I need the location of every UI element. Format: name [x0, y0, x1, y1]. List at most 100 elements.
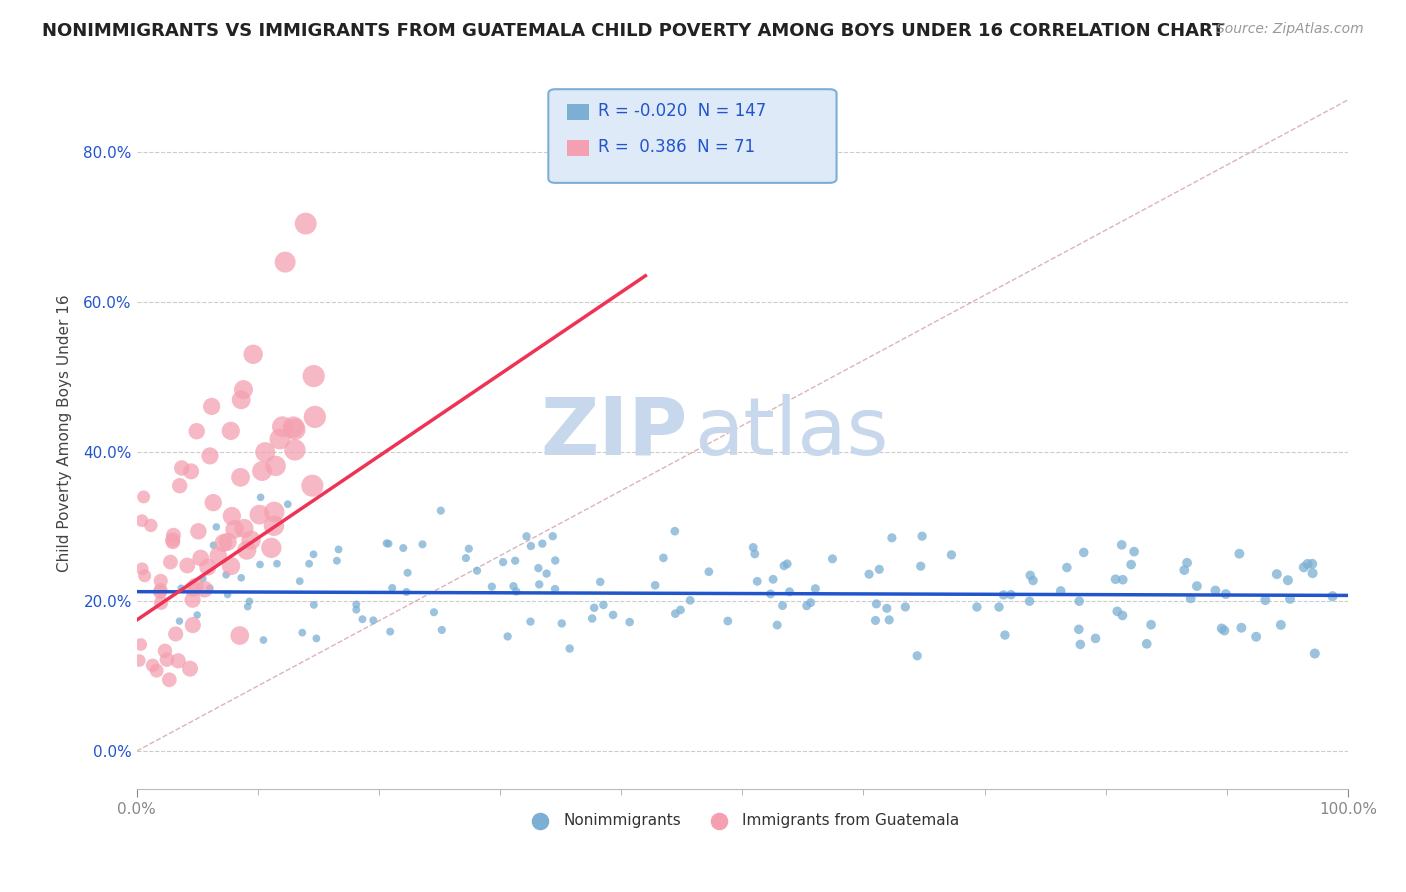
- Point: [804, 582, 827, 596]
- Point: [249, 491, 271, 505]
- Point: [231, 392, 253, 407]
- Point: [602, 607, 624, 622]
- Point: [583, 600, 606, 615]
- Point: [264, 458, 287, 473]
- Point: [252, 633, 274, 648]
- Text: R =  0.386  N = 71: R = 0.386 N = 71: [598, 138, 755, 156]
- Point: [202, 495, 225, 509]
- Point: [910, 559, 932, 574]
- Point: [184, 579, 207, 593]
- Point: [170, 461, 193, 475]
- Point: [1180, 591, 1202, 606]
- Point: [260, 541, 283, 555]
- Point: [250, 464, 273, 478]
- Point: [1270, 618, 1292, 632]
- Point: [520, 539, 543, 553]
- Point: [644, 578, 666, 592]
- Point: [217, 588, 239, 602]
- Point: [169, 478, 191, 492]
- Point: [1175, 556, 1198, 570]
- Point: [201, 400, 224, 414]
- Point: [1292, 560, 1315, 574]
- Point: [145, 664, 167, 678]
- Point: [233, 521, 256, 535]
- Point: [865, 614, 887, 628]
- Point: [529, 577, 551, 591]
- Point: [1254, 593, 1277, 607]
- Point: [766, 618, 789, 632]
- Point: [697, 565, 720, 579]
- Point: [1140, 617, 1163, 632]
- Point: [149, 583, 172, 598]
- Point: [238, 594, 260, 608]
- Point: [457, 541, 479, 556]
- Point: [905, 648, 928, 663]
- Text: Source: ZipAtlas.com: Source: ZipAtlas.com: [1216, 22, 1364, 37]
- Point: [993, 588, 1015, 602]
- Point: [219, 559, 242, 574]
- Point: [298, 557, 321, 571]
- Point: [302, 598, 325, 612]
- Point: [1000, 588, 1022, 602]
- Point: [236, 543, 259, 558]
- Point: [742, 541, 765, 555]
- Point: [198, 449, 221, 463]
- Point: [876, 601, 898, 615]
- Point: [515, 529, 537, 543]
- Point: [277, 497, 299, 511]
- Point: [169, 614, 191, 628]
- Point: [1112, 573, 1135, 587]
- Point: [868, 562, 890, 576]
- Point: [254, 445, 277, 459]
- Point: [411, 537, 433, 551]
- Point: [128, 654, 150, 668]
- Point: [212, 536, 235, 550]
- Point: [536, 566, 558, 581]
- Point: [454, 551, 477, 566]
- Point: [988, 599, 1011, 614]
- Point: [249, 508, 271, 522]
- Point: [232, 383, 254, 397]
- Point: [328, 542, 350, 557]
- Point: [344, 603, 367, 617]
- Text: atlas: atlas: [693, 394, 889, 472]
- Point: [1107, 604, 1129, 618]
- Point: [266, 557, 288, 571]
- Point: [1123, 544, 1146, 558]
- Point: [679, 593, 702, 607]
- Y-axis label: Child Poverty Among Boys Under 16: Child Poverty Among Boys Under 16: [58, 294, 72, 572]
- Point: [669, 603, 692, 617]
- Point: [762, 572, 785, 586]
- Point: [186, 607, 208, 622]
- Point: [465, 564, 488, 578]
- Point: [363, 613, 385, 627]
- Point: [304, 409, 326, 424]
- Point: [551, 616, 574, 631]
- Point: [302, 369, 325, 384]
- Point: [263, 505, 285, 519]
- Point: [1301, 557, 1323, 571]
- Point: [157, 673, 180, 687]
- Point: [326, 554, 349, 568]
- Point: [1211, 622, 1233, 636]
- Point: [773, 558, 796, 573]
- Point: [1049, 583, 1071, 598]
- Point: [1022, 574, 1045, 588]
- Point: [496, 629, 519, 643]
- Point: [1019, 568, 1042, 582]
- Point: [796, 599, 818, 613]
- Point: [592, 598, 614, 612]
- Point: [190, 551, 212, 566]
- Point: [1244, 630, 1267, 644]
- Point: [179, 662, 201, 676]
- Point: [941, 548, 963, 562]
- Point: [236, 599, 259, 614]
- Point: [1322, 589, 1344, 603]
- Point: [1084, 632, 1107, 646]
- Point: [1303, 647, 1326, 661]
- Point: [430, 623, 453, 637]
- Point: [519, 615, 541, 629]
- Point: [779, 584, 801, 599]
- Point: [129, 638, 152, 652]
- Point: [231, 571, 253, 585]
